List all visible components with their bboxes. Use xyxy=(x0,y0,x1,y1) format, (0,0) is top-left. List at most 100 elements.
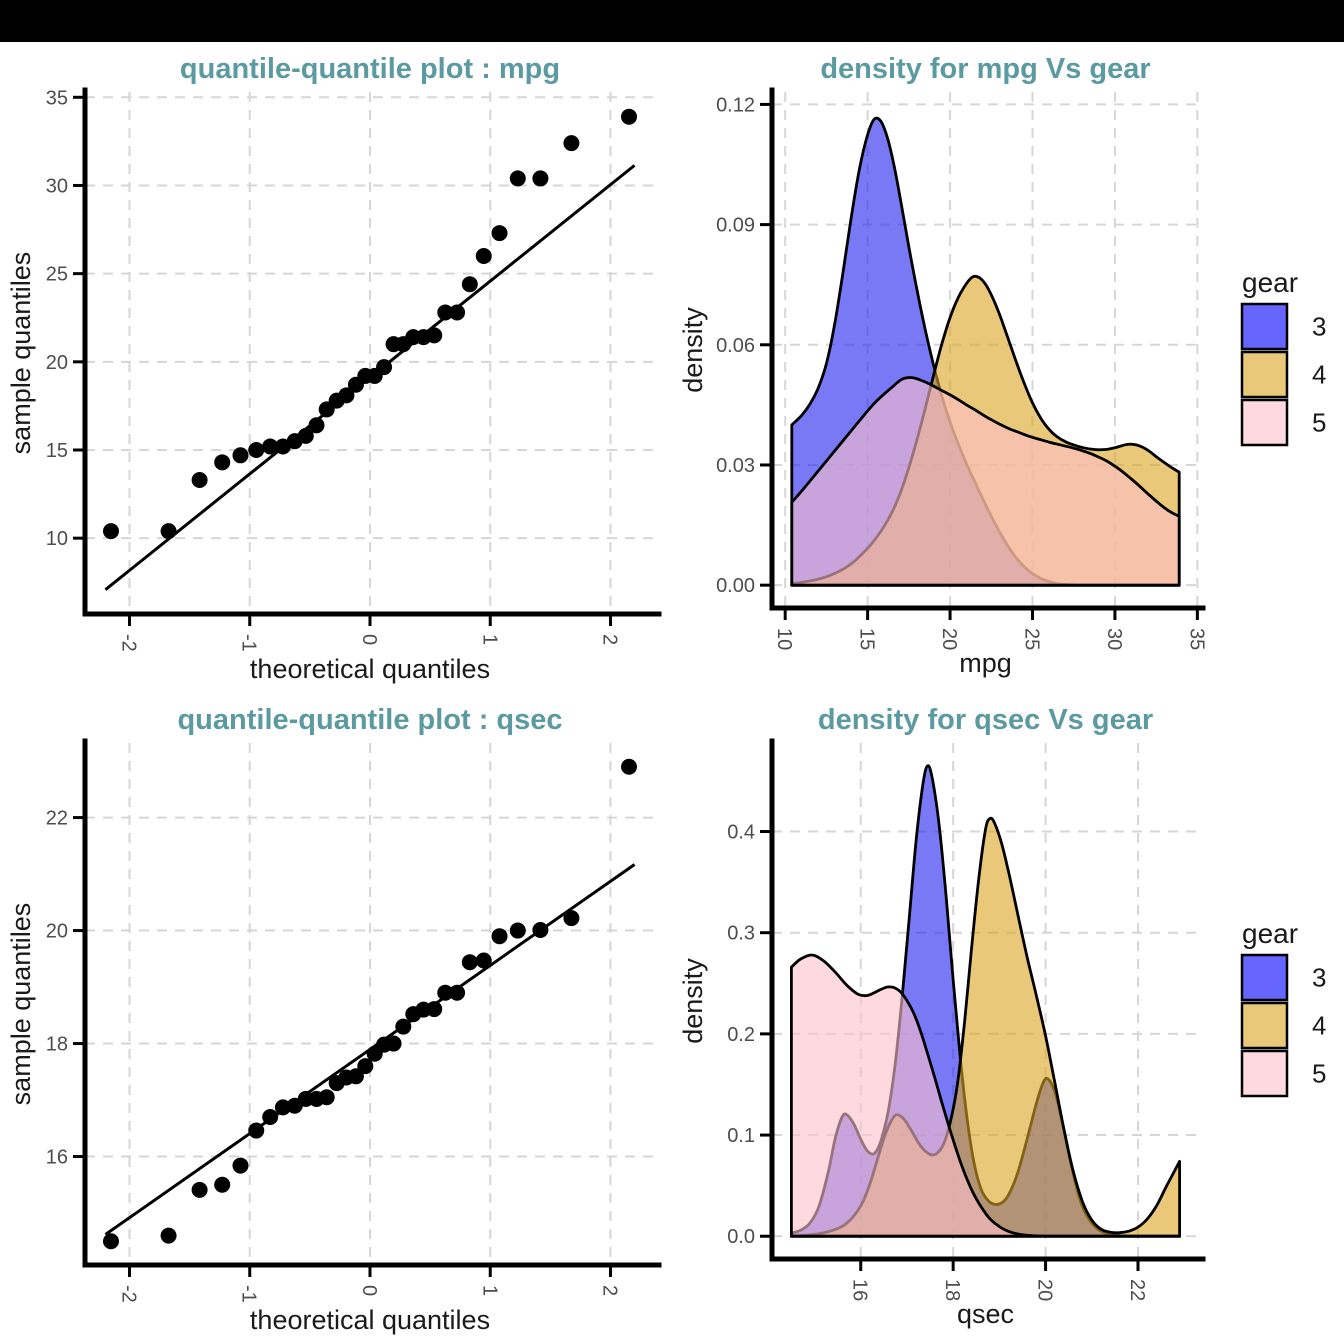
qq-point xyxy=(262,438,279,455)
legend-key-gear-3 xyxy=(1240,302,1289,351)
x-tick-label: 2 xyxy=(599,634,621,645)
legend-label-gear-3: 3 xyxy=(1312,963,1326,993)
x-tick-label: 20 xyxy=(938,628,960,650)
qq-point xyxy=(385,1035,402,1052)
legend-label-gear-4: 4 xyxy=(1312,360,1326,390)
y-tick-label: 0.12 xyxy=(716,94,755,116)
y-tick-label: 0.0 xyxy=(727,1226,755,1248)
qq-point xyxy=(102,523,119,540)
qq-point xyxy=(491,928,508,945)
y-tick-label: 0.3 xyxy=(727,923,755,945)
y-tick-label: 0.09 xyxy=(716,215,755,237)
qq-point xyxy=(621,108,638,125)
qq-point xyxy=(461,276,478,293)
x-tick-label: 10 xyxy=(773,628,795,650)
qq-point xyxy=(248,1122,265,1139)
x-axis-title: theoretical quantiles xyxy=(250,654,490,684)
qq-point xyxy=(214,1176,231,1193)
qq-point xyxy=(297,427,314,444)
qq-point xyxy=(395,1018,412,1035)
legend-label-gear-4: 4 xyxy=(1312,1011,1326,1041)
legend-title: gear xyxy=(1242,267,1298,298)
y-tick-label: 0.00 xyxy=(716,575,755,597)
y-tick-label: 35 xyxy=(46,87,68,109)
y-tick-label: 22 xyxy=(46,808,68,830)
qq-point xyxy=(532,921,549,938)
density-curve-gear-5 xyxy=(790,953,1181,1238)
y-tick-label: 30 xyxy=(46,175,68,197)
x-tick-label: 1 xyxy=(478,1285,500,1296)
x-tick-label: 30 xyxy=(1103,628,1125,650)
qq-point xyxy=(102,1233,119,1250)
plot-title: density for qsec Vs gear xyxy=(818,704,1153,736)
y-tick-label: 25 xyxy=(46,264,68,286)
y-tick-label: 20 xyxy=(46,352,68,374)
qq-point xyxy=(621,758,638,775)
axis-lines xyxy=(769,87,1206,611)
x-tick-label: -1 xyxy=(238,1285,260,1303)
y-tick-label: 10 xyxy=(46,528,68,550)
legend-key-gear-4 xyxy=(1240,350,1289,399)
density-mpg-plot: 10 15 20 25 30 350.000.030.060.090.12mpgdensi… xyxy=(678,53,1326,678)
x-tick-label: 15 xyxy=(856,628,878,650)
qq-point xyxy=(563,910,580,927)
x-tick-label: -2 xyxy=(117,1285,139,1303)
plot-title: quantile-quantile plot : qsec xyxy=(177,704,562,736)
legend-label-gear-3: 3 xyxy=(1312,312,1326,342)
y-tick-label: 0.03 xyxy=(716,455,755,477)
axis-lines xyxy=(82,738,662,1268)
qq-point xyxy=(563,135,580,152)
x-tick-label: 16 xyxy=(849,1279,871,1301)
qq-point xyxy=(248,441,265,458)
x-tick-label: -2 xyxy=(117,634,139,652)
qq-point xyxy=(461,954,478,971)
plot-title: quantile-quantile plot : mpg xyxy=(180,53,560,85)
x-axis-title: theoretical quantiles xyxy=(250,1305,490,1335)
qq-point xyxy=(232,447,249,464)
y-tick-label: 0.4 xyxy=(727,822,755,844)
x-tick-label: 0 xyxy=(358,634,380,645)
x-tick-label: 18 xyxy=(941,1279,963,1301)
y-tick-label: 16 xyxy=(46,1147,68,1169)
qq-point xyxy=(160,523,177,540)
x-tick-label: 35 xyxy=(1185,628,1207,650)
qq-point xyxy=(437,304,454,321)
y-axis-title: density xyxy=(678,307,708,393)
qq-point xyxy=(191,1181,208,1198)
qq-point xyxy=(338,387,355,404)
x-axis-title: qsec xyxy=(957,1299,1014,1329)
legend-title: gear xyxy=(1242,918,1298,949)
qq-point xyxy=(191,471,208,488)
x-tick-label: -1 xyxy=(238,634,260,652)
axis-lines xyxy=(769,738,1206,1262)
top-bar xyxy=(0,0,1344,42)
y-tick-label: 0.2 xyxy=(727,1024,755,1046)
qq-point xyxy=(357,1058,374,1075)
qq-point xyxy=(308,417,325,434)
plot-title: density for mpg Vs gear xyxy=(820,53,1150,85)
y-axis-title: sample quantiles xyxy=(6,252,36,455)
qq-point xyxy=(491,225,508,242)
x-tick-label: 1 xyxy=(478,634,500,645)
qq-point xyxy=(232,1157,249,1174)
qq-point xyxy=(347,1068,364,1085)
axis-lines xyxy=(82,87,662,617)
x-tick-label: 0 xyxy=(358,1285,380,1296)
y-axis-title: density xyxy=(678,958,708,1044)
x-tick-label: 22 xyxy=(1126,1279,1148,1301)
y-tick-label: 0.1 xyxy=(727,1125,755,1147)
qq-point xyxy=(262,1108,279,1125)
legend-key-gear-4 xyxy=(1240,1001,1289,1050)
density-curve-gear-5 xyxy=(790,376,1181,587)
x-axis-title: mpg xyxy=(959,648,1012,678)
qq-point xyxy=(509,922,526,939)
qq-point xyxy=(475,248,492,265)
qq-point xyxy=(318,1089,335,1106)
legend-key-gear-5 xyxy=(1240,1049,1289,1098)
qq-point xyxy=(509,170,526,187)
legend-key-gear-3 xyxy=(1240,953,1289,1002)
y-axis-title: sample quantiles xyxy=(6,903,36,1106)
x-tick-label: 25 xyxy=(1020,628,1042,650)
legend-key-gear-5 xyxy=(1240,398,1289,447)
